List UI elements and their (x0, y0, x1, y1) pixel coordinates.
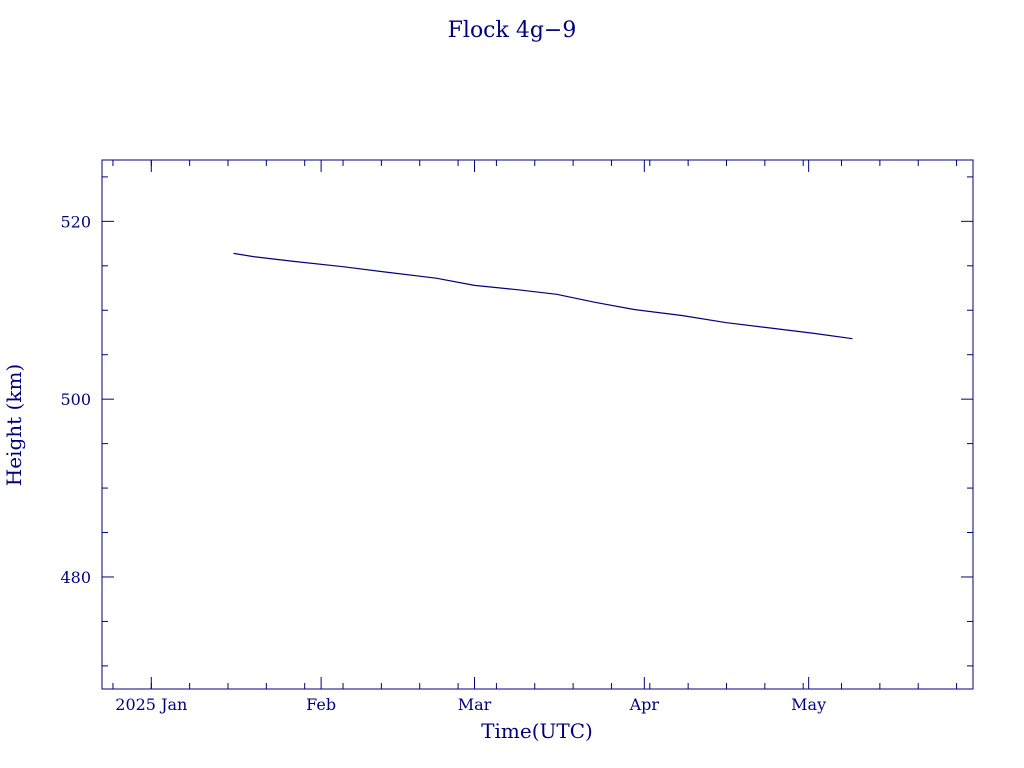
x-tick-label: Feb (306, 695, 336, 714)
series-layer (233, 252, 853, 340)
y-tick-label: 520 (60, 212, 91, 231)
x-tick-label: Mar (458, 695, 492, 714)
y-tick-label: 500 (60, 390, 91, 409)
axis-ticks (102, 160, 973, 689)
tick-labels: 480 500 520 2025 Jan Feb Mar Apr May (60, 212, 826, 714)
series-line (233, 252, 853, 340)
chart-title: Flock 4g−9 (448, 18, 577, 43)
plot-frame (101, 159, 974, 690)
y-tick-label: 480 (60, 568, 91, 587)
x-axis-title: Time(UTC) (481, 719, 593, 743)
x-tick-label: Apr (629, 695, 660, 714)
x-tick-label: May (791, 695, 826, 714)
x-tick-label: 2025 Jan (115, 695, 187, 714)
y-axis-title: Height (km) (2, 364, 26, 486)
